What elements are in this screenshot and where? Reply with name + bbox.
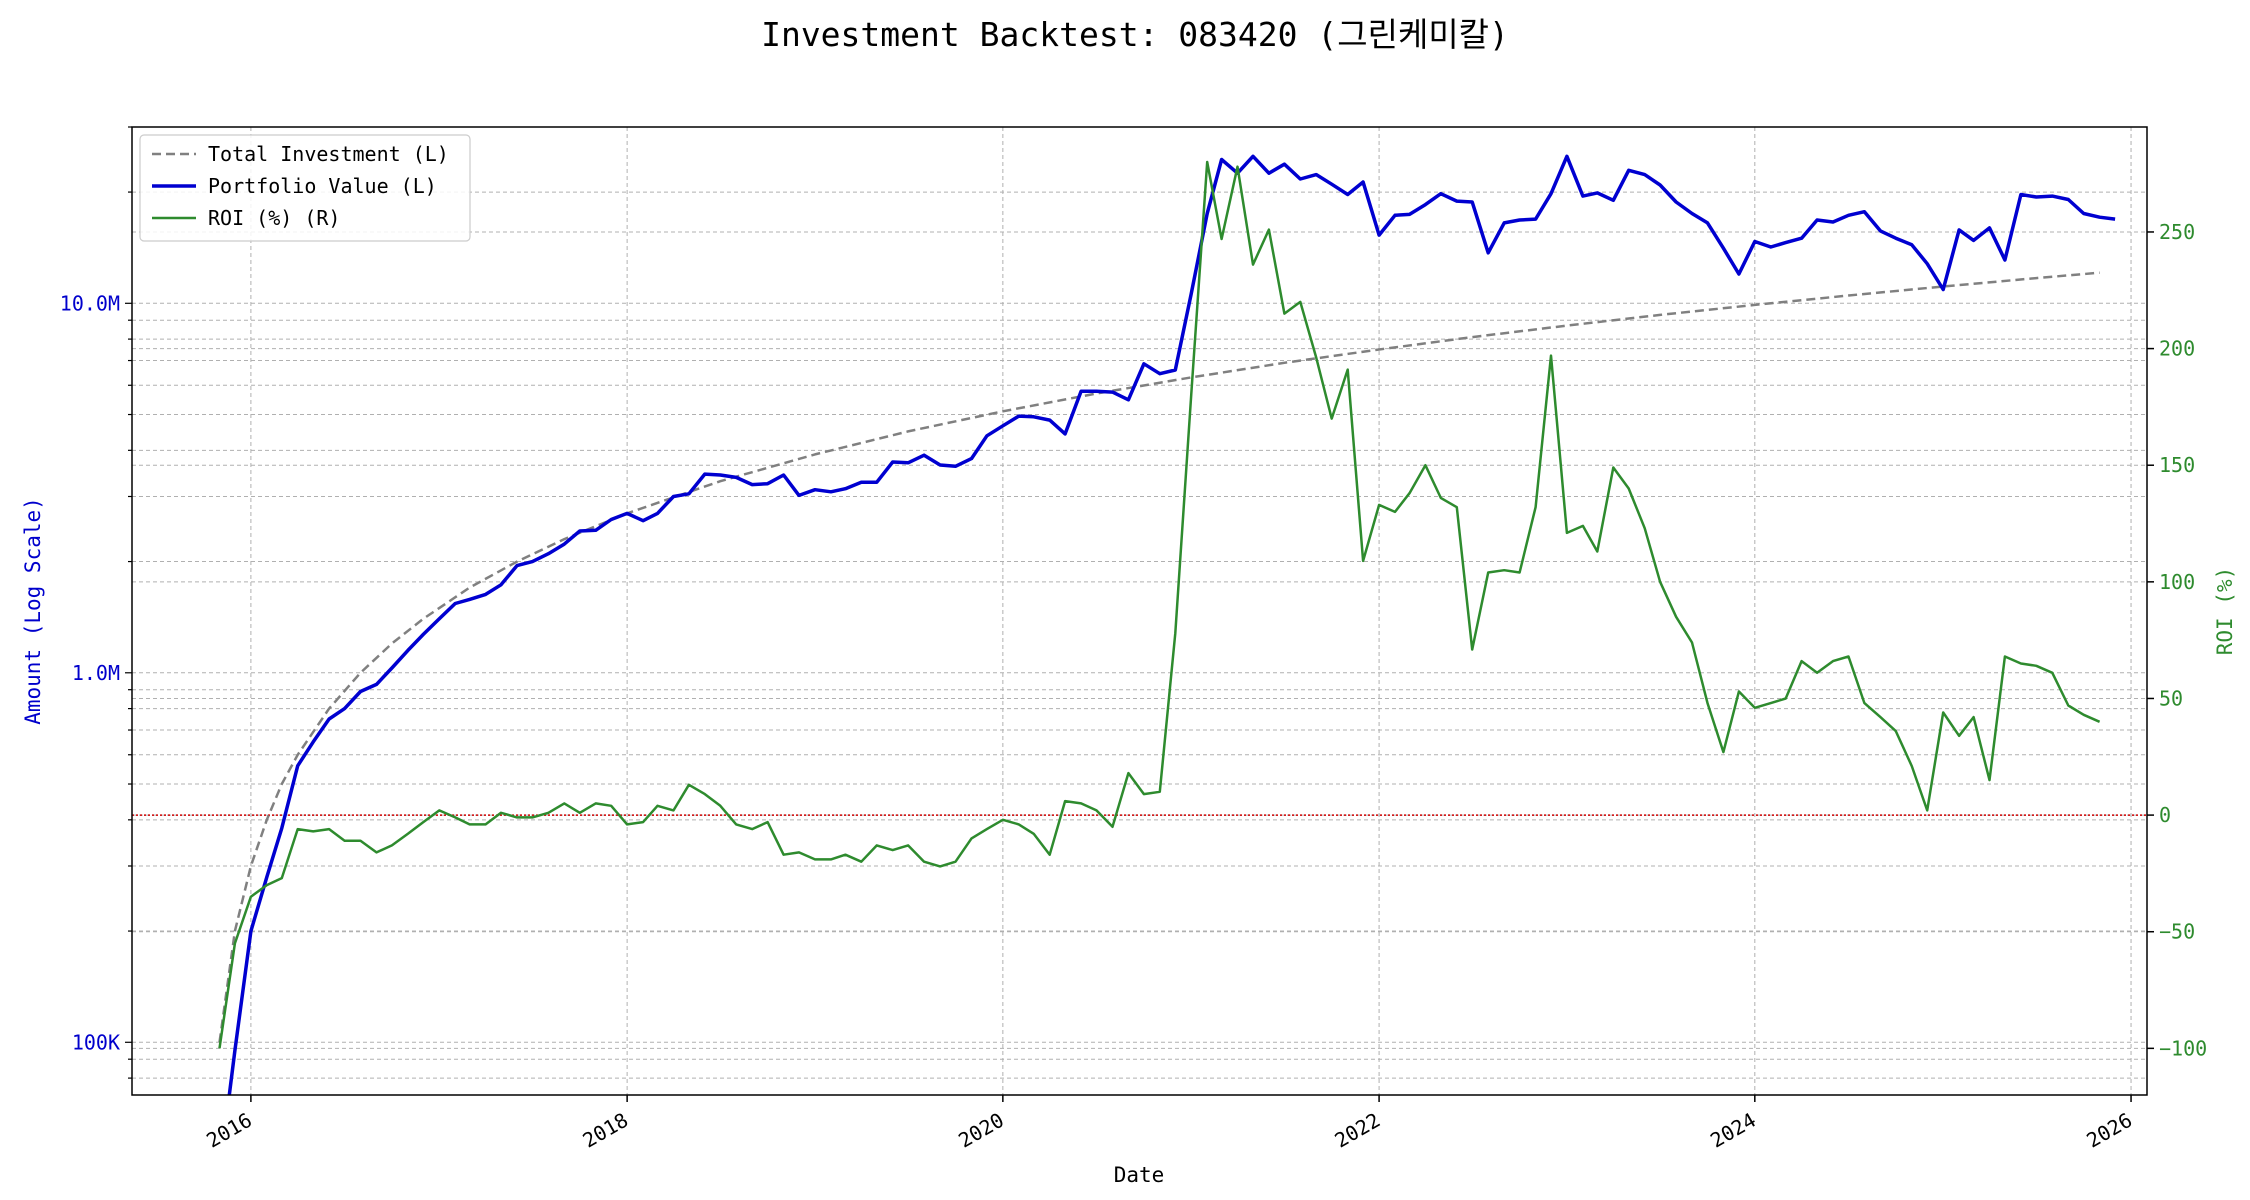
left-axis-ticks: 100K 1.0M 10.0M — [60, 126, 132, 1079]
right-axis-ticks: −100 −50 0 50 100 150 200 250 — [2147, 220, 2207, 1060]
right-tick-label-100: 100 — [2159, 570, 2195, 594]
legend: Total Investment (L) Portfolio Value (L) R… — [139, 134, 471, 242]
right-tick-label-50: 50 — [2159, 686, 2183, 710]
right-axis-label: ROI (%) — [2213, 567, 2237, 656]
left-tick-label-1.0M: 1.0M — [72, 661, 120, 685]
right-tick-label-250: 250 — [2159, 220, 2195, 244]
series-layer — [218, 154, 2116, 1096]
total-investment-line — [218, 271, 2100, 1043]
plot-frame — [131, 126, 2148, 1096]
left-tick-label-100K: 100K — [72, 1030, 120, 1054]
right-tick-label-200: 200 — [2159, 337, 2195, 361]
legend-box — [139, 134, 471, 242]
legend-label-total-investment-line: Total Investment (L) — [208, 142, 449, 166]
roi-line — [218, 160, 2101, 1049]
portfolio-value-line — [227, 154, 2116, 1096]
left-tick-label-10.0M: 10.0M — [60, 291, 120, 315]
right-tick-label-150: 150 — [2159, 453, 2195, 477]
right-tick-label-0: 0 — [2159, 803, 2171, 827]
legend-label-roi-line: ROI (%) (R) — [208, 206, 340, 230]
left-axis-label: Amount (Log Scale) — [21, 497, 45, 725]
right-tick-label--100: −100 — [2159, 1036, 2207, 1060]
grid-lines — [132, 126, 2147, 1095]
x-axis-label: Date — [1114, 1163, 1165, 1187]
chart-title: Investment Backtest: 083420 (그린케미칼) — [761, 15, 1509, 54]
right-tick-label--50: −50 — [2159, 920, 2195, 944]
legend-label-portfolio-value-line: Portfolio Value (L) — [208, 174, 437, 198]
